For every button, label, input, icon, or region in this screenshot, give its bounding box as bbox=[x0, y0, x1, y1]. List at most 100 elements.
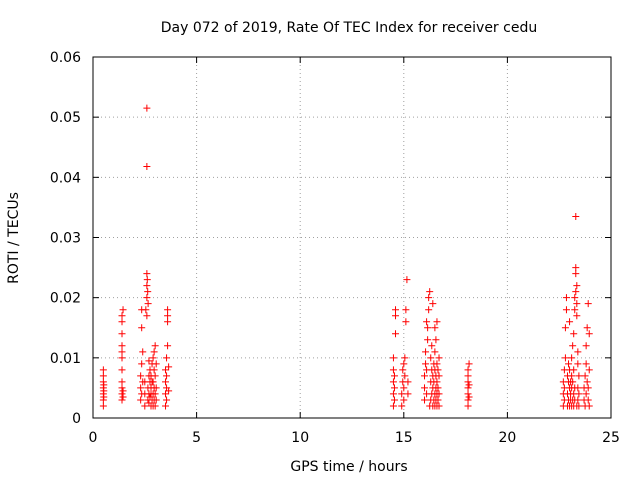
data-point bbox=[143, 294, 151, 302]
data-point bbox=[574, 396, 582, 404]
data-point bbox=[390, 372, 398, 380]
data-point bbox=[99, 366, 107, 374]
data-point bbox=[118, 318, 126, 326]
data-point bbox=[151, 342, 159, 350]
data-point bbox=[573, 312, 581, 320]
data-point bbox=[151, 372, 159, 380]
data-point bbox=[389, 366, 397, 374]
data-point bbox=[433, 378, 441, 386]
data-point bbox=[392, 306, 400, 314]
data-point bbox=[118, 354, 126, 362]
x-tick-label: 0 bbox=[89, 430, 98, 446]
data-point bbox=[402, 306, 410, 314]
data-point bbox=[435, 354, 443, 362]
data-point bbox=[162, 366, 170, 374]
x-axis-label: GPS time / hours bbox=[290, 459, 407, 475]
data-point bbox=[568, 372, 576, 380]
data-point bbox=[429, 300, 437, 308]
data-point bbox=[152, 360, 160, 368]
data-point bbox=[119, 306, 127, 314]
data-point bbox=[398, 390, 406, 398]
y-tick-label: 0 bbox=[72, 411, 81, 427]
data-point bbox=[571, 306, 579, 314]
data-point bbox=[165, 363, 173, 371]
data-point bbox=[118, 384, 126, 392]
data-point bbox=[402, 318, 410, 326]
data-point bbox=[118, 390, 126, 398]
data-point bbox=[583, 378, 591, 386]
data-point bbox=[399, 366, 407, 374]
data-point bbox=[424, 336, 432, 344]
data-point bbox=[137, 372, 145, 380]
data-point bbox=[162, 390, 170, 398]
data-point bbox=[431, 348, 439, 356]
data-point bbox=[572, 270, 580, 278]
data-point bbox=[464, 396, 472, 404]
data-point bbox=[150, 366, 158, 374]
data-point bbox=[119, 393, 127, 401]
data-point bbox=[162, 378, 170, 386]
data-point bbox=[164, 318, 172, 326]
x-tick-label: 20 bbox=[498, 430, 516, 446]
data-point bbox=[428, 342, 436, 350]
axis-ticks: 0 5 10 15 20 25 0 0.01 0.02 0.03 0.04 0.05 0.06 bbox=[50, 50, 620, 446]
data-point bbox=[163, 372, 171, 380]
data-point bbox=[390, 396, 398, 404]
data-point bbox=[165, 387, 173, 395]
data-point bbox=[570, 366, 578, 374]
data-point bbox=[574, 384, 582, 392]
data-point bbox=[164, 342, 172, 350]
data-point bbox=[143, 276, 151, 284]
data-point bbox=[163, 354, 171, 362]
data-point bbox=[435, 372, 443, 380]
data-point bbox=[118, 330, 126, 338]
data-point bbox=[464, 372, 472, 380]
data-point bbox=[401, 354, 409, 362]
data-point bbox=[144, 288, 152, 296]
data-point bbox=[392, 330, 400, 338]
data-point bbox=[118, 396, 126, 404]
data-point bbox=[465, 360, 473, 368]
data-point bbox=[392, 312, 400, 320]
x-tick-label: 15 bbox=[395, 430, 413, 446]
data-point bbox=[100, 393, 108, 401]
data-points bbox=[99, 104, 593, 410]
data-point bbox=[118, 378, 126, 386]
data-point bbox=[562, 306, 570, 314]
data-point bbox=[150, 348, 158, 356]
data-point bbox=[569, 378, 577, 386]
data-point bbox=[164, 312, 172, 320]
x-tick-label: 5 bbox=[192, 430, 201, 446]
data-point bbox=[404, 378, 412, 386]
data-point bbox=[149, 354, 157, 362]
data-point bbox=[143, 104, 151, 112]
data-point bbox=[584, 300, 592, 308]
data-point bbox=[118, 366, 126, 374]
data-point bbox=[434, 366, 442, 374]
grid bbox=[93, 57, 611, 418]
chart-title: Day 072 of 2019, Rate Of TEC Index for r… bbox=[161, 20, 537, 36]
data-point bbox=[561, 324, 569, 332]
data-point bbox=[152, 396, 160, 404]
data-point bbox=[464, 390, 472, 398]
data-point bbox=[572, 212, 580, 220]
data-point bbox=[118, 312, 126, 320]
y-tick-label: 0.04 bbox=[50, 170, 81, 186]
data-point bbox=[434, 396, 442, 404]
y-tick-label: 0.05 bbox=[50, 110, 81, 126]
data-point bbox=[138, 360, 146, 368]
data-point bbox=[422, 360, 430, 368]
y-tick-label: 0.02 bbox=[50, 291, 81, 307]
data-point bbox=[425, 306, 433, 314]
data-point bbox=[424, 324, 432, 332]
data-point bbox=[584, 396, 592, 404]
data-point bbox=[100, 387, 108, 395]
data-point bbox=[163, 396, 171, 404]
data-point bbox=[426, 288, 434, 296]
data-point bbox=[142, 306, 150, 314]
data-point bbox=[143, 163, 151, 171]
data-point bbox=[568, 354, 576, 362]
data-point bbox=[152, 384, 160, 392]
data-point bbox=[431, 324, 439, 332]
